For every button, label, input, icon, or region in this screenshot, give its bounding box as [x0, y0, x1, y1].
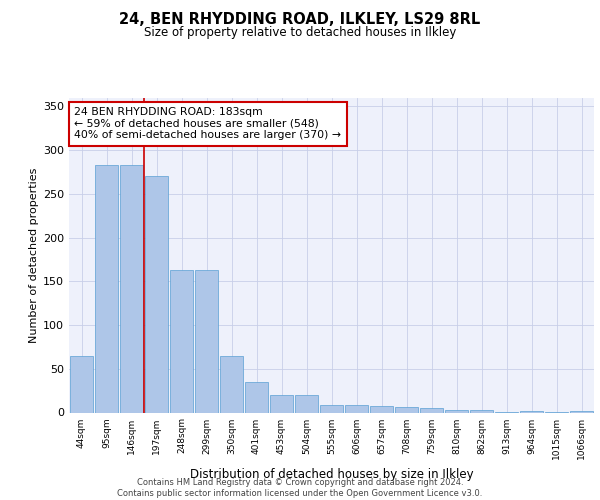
- Bar: [570, 411, 593, 412]
- Bar: [220, 356, 243, 412]
- Bar: [470, 410, 493, 412]
- Bar: [395, 407, 418, 412]
- Text: Size of property relative to detached houses in Ilkley: Size of property relative to detached ho…: [144, 26, 456, 39]
- Bar: [345, 404, 368, 412]
- Bar: [520, 411, 543, 412]
- Bar: [420, 408, 443, 412]
- Bar: [370, 406, 393, 412]
- Bar: [145, 176, 168, 412]
- Bar: [295, 395, 318, 412]
- Bar: [95, 165, 118, 412]
- Text: 24, BEN RHYDDING ROAD, ILKLEY, LS29 8RL: 24, BEN RHYDDING ROAD, ILKLEY, LS29 8RL: [119, 12, 481, 28]
- Bar: [170, 270, 193, 412]
- Text: 24 BEN RHYDDING ROAD: 183sqm
← 59% of detached houses are smaller (548)
40% of s: 24 BEN RHYDDING ROAD: 183sqm ← 59% of de…: [74, 107, 341, 140]
- Bar: [245, 382, 268, 412]
- Y-axis label: Number of detached properties: Number of detached properties: [29, 168, 39, 342]
- Bar: [270, 395, 293, 412]
- Text: Contains HM Land Registry data © Crown copyright and database right 2024.
Contai: Contains HM Land Registry data © Crown c…: [118, 478, 482, 498]
- Bar: [120, 165, 143, 412]
- Bar: [195, 270, 218, 412]
- Bar: [445, 410, 468, 412]
- Bar: [320, 404, 343, 412]
- X-axis label: Distribution of detached houses by size in Ilkley: Distribution of detached houses by size …: [190, 468, 473, 481]
- Bar: [70, 356, 93, 412]
